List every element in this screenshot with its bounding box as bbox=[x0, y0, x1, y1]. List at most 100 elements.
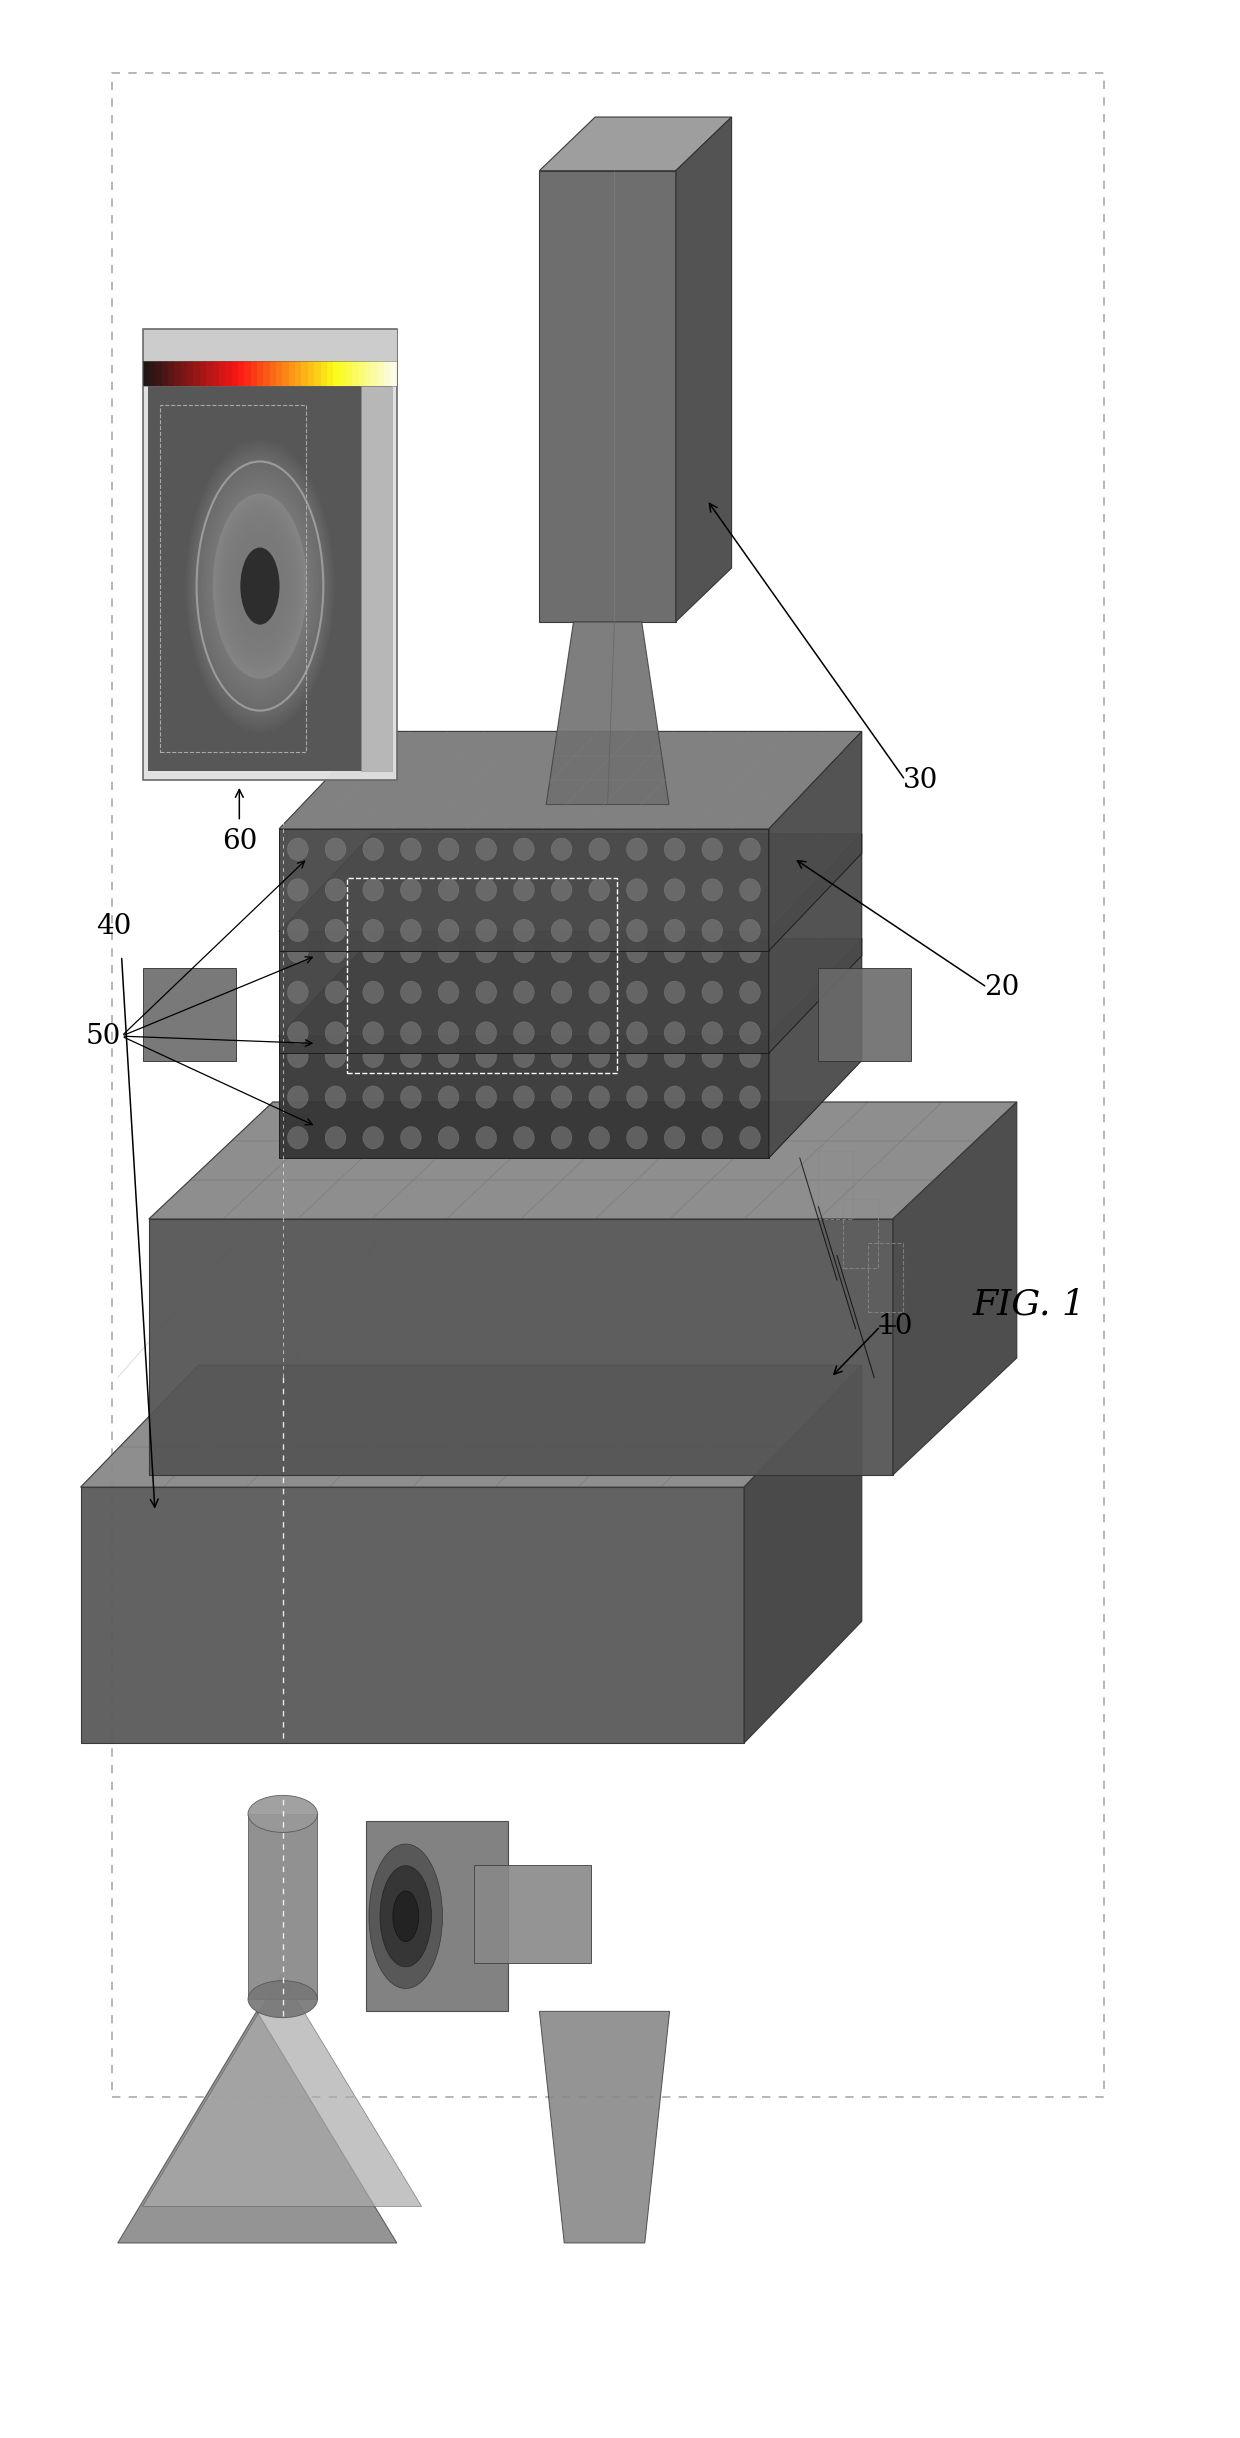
Ellipse shape bbox=[739, 839, 760, 861]
Bar bbox=[226, 361, 232, 385]
Bar bbox=[289, 361, 295, 385]
Bar bbox=[161, 361, 167, 385]
Polygon shape bbox=[539, 117, 732, 171]
Bar bbox=[143, 968, 236, 1061]
Ellipse shape bbox=[438, 839, 459, 861]
Ellipse shape bbox=[589, 980, 610, 1004]
Circle shape bbox=[229, 527, 290, 646]
Ellipse shape bbox=[476, 878, 496, 902]
Circle shape bbox=[210, 488, 310, 685]
Ellipse shape bbox=[401, 1126, 422, 1148]
Circle shape bbox=[219, 507, 300, 666]
Ellipse shape bbox=[626, 919, 647, 941]
Ellipse shape bbox=[476, 1022, 496, 1043]
Ellipse shape bbox=[288, 1046, 309, 1068]
Polygon shape bbox=[118, 2011, 397, 2243]
Bar bbox=[212, 361, 218, 385]
Ellipse shape bbox=[739, 1046, 760, 1068]
Circle shape bbox=[254, 573, 267, 597]
Circle shape bbox=[218, 505, 301, 668]
Ellipse shape bbox=[325, 1126, 346, 1148]
Ellipse shape bbox=[401, 878, 422, 902]
Circle shape bbox=[241, 549, 279, 624]
Circle shape bbox=[182, 432, 339, 739]
Ellipse shape bbox=[401, 839, 422, 861]
Ellipse shape bbox=[363, 1085, 383, 1109]
Circle shape bbox=[203, 475, 316, 697]
Ellipse shape bbox=[552, 1085, 572, 1109]
Bar bbox=[277, 361, 283, 385]
Bar bbox=[320, 361, 327, 385]
Ellipse shape bbox=[513, 919, 534, 941]
Polygon shape bbox=[279, 1036, 769, 1158]
Circle shape bbox=[206, 480, 314, 692]
Ellipse shape bbox=[476, 980, 496, 1004]
Circle shape bbox=[242, 551, 278, 622]
Bar bbox=[843, 1199, 878, 1268]
Ellipse shape bbox=[665, 839, 684, 861]
Circle shape bbox=[379, 1865, 432, 1967]
Bar bbox=[155, 361, 161, 385]
Text: 40: 40 bbox=[97, 912, 131, 941]
Ellipse shape bbox=[589, 878, 610, 902]
Ellipse shape bbox=[325, 1022, 346, 1043]
Circle shape bbox=[211, 490, 309, 683]
Ellipse shape bbox=[438, 1085, 459, 1109]
Bar bbox=[148, 385, 392, 770]
Polygon shape bbox=[279, 939, 862, 1036]
Ellipse shape bbox=[552, 1022, 572, 1043]
Ellipse shape bbox=[739, 919, 760, 941]
Ellipse shape bbox=[363, 878, 383, 902]
Circle shape bbox=[192, 451, 329, 719]
Polygon shape bbox=[279, 834, 862, 931]
Ellipse shape bbox=[248, 1794, 317, 1833]
Bar bbox=[365, 361, 371, 385]
Ellipse shape bbox=[288, 980, 309, 1004]
Ellipse shape bbox=[363, 1046, 383, 1068]
Ellipse shape bbox=[325, 980, 346, 1004]
Circle shape bbox=[213, 495, 306, 678]
Ellipse shape bbox=[626, 941, 647, 963]
Circle shape bbox=[244, 556, 275, 617]
Circle shape bbox=[190, 446, 331, 724]
Ellipse shape bbox=[513, 941, 534, 963]
Ellipse shape bbox=[401, 980, 422, 1004]
Ellipse shape bbox=[626, 878, 647, 902]
Ellipse shape bbox=[438, 941, 459, 963]
Circle shape bbox=[217, 502, 303, 670]
Ellipse shape bbox=[288, 1022, 309, 1043]
Ellipse shape bbox=[476, 919, 496, 941]
Ellipse shape bbox=[513, 980, 534, 1004]
Ellipse shape bbox=[739, 878, 760, 902]
Bar bbox=[352, 361, 358, 385]
Ellipse shape bbox=[589, 919, 610, 941]
Circle shape bbox=[250, 566, 270, 605]
Bar bbox=[244, 361, 250, 385]
Ellipse shape bbox=[363, 1022, 383, 1043]
Bar bbox=[143, 329, 397, 780]
Ellipse shape bbox=[438, 1022, 459, 1043]
Circle shape bbox=[196, 458, 325, 712]
Circle shape bbox=[185, 436, 336, 734]
Bar bbox=[160, 405, 306, 751]
Ellipse shape bbox=[626, 1022, 647, 1043]
Circle shape bbox=[198, 466, 321, 707]
Bar bbox=[143, 361, 149, 385]
Circle shape bbox=[231, 529, 289, 644]
Polygon shape bbox=[143, 1975, 422, 2206]
Polygon shape bbox=[279, 931, 769, 1053]
Bar bbox=[334, 361, 340, 385]
Polygon shape bbox=[744, 1365, 862, 1743]
Ellipse shape bbox=[702, 1085, 723, 1109]
Bar bbox=[868, 1243, 903, 1312]
Circle shape bbox=[205, 478, 315, 695]
Bar bbox=[238, 361, 244, 385]
Circle shape bbox=[370, 1843, 443, 1989]
Circle shape bbox=[212, 492, 308, 680]
Bar bbox=[361, 385, 392, 770]
Polygon shape bbox=[893, 1102, 1017, 1475]
Circle shape bbox=[252, 568, 269, 602]
Ellipse shape bbox=[476, 941, 496, 963]
Circle shape bbox=[202, 473, 317, 700]
Bar bbox=[327, 361, 334, 385]
